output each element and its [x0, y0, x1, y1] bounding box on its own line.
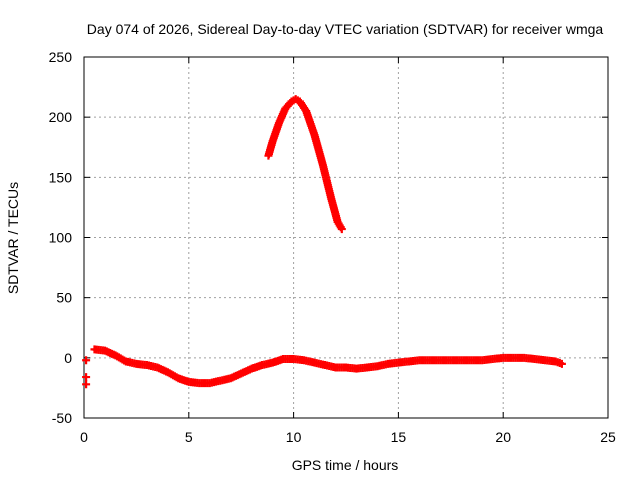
data-point-marker — [82, 380, 91, 389]
y-axis-ticks: -50 0 50 100 150 200 250 — [49, 49, 608, 426]
y-tick-label: 50 — [56, 290, 72, 306]
x-axis-ticks: 0 5 10 15 20 25 — [80, 57, 616, 445]
x-tick-label: 25 — [600, 429, 616, 445]
data-points — [82, 95, 566, 389]
x-axis-label: GPS time / hours — [292, 457, 399, 473]
y-tick-label: 250 — [49, 49, 73, 65]
x-tick-label: 10 — [286, 429, 302, 445]
y-tick-label: 0 — [64, 350, 72, 366]
y-tick-label: 150 — [49, 169, 73, 185]
x-tick-label: 20 — [495, 429, 511, 445]
y-tick-label: 100 — [49, 230, 73, 246]
data-point-marker — [82, 373, 91, 382]
data-point-marker — [337, 225, 346, 234]
data-point-marker — [82, 356, 91, 365]
x-tick-label: 15 — [391, 429, 407, 445]
y-tick-label: -50 — [52, 410, 72, 426]
y-tick-label: 200 — [49, 109, 73, 125]
data-point-marker — [557, 359, 566, 368]
x-tick-label: 0 — [80, 429, 88, 445]
y-axis-label: SDTVAR / TECUs — [5, 182, 21, 294]
x-tick-label: 5 — [185, 429, 193, 445]
chart-title: Day 074 of 2026, Sidereal Day-to-day VTE… — [87, 21, 604, 37]
